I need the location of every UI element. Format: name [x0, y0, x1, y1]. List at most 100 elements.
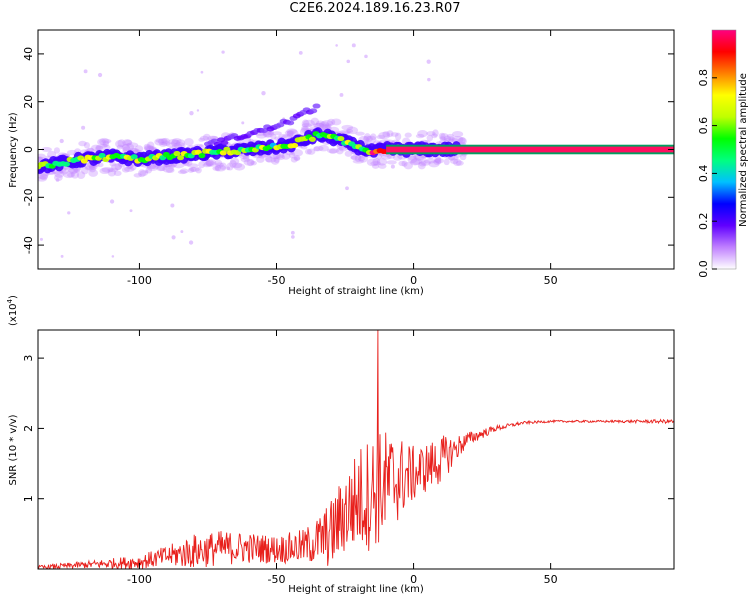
spectrogram-outlier	[364, 54, 368, 59]
spectrogram-halo	[101, 138, 112, 144]
spectrogram-halo	[78, 140, 87, 147]
spectrogram-halo	[302, 126, 310, 131]
spectrogram-halo	[134, 145, 144, 153]
spectrogram-halo	[435, 157, 442, 164]
spectrogram-x-tick-label: -100	[127, 274, 152, 287]
spectrogram-halo	[358, 155, 369, 163]
spectrogram-halo	[91, 144, 101, 152]
spectrogram-halo	[99, 143, 108, 148]
spectrogram-y-tick-label: -40	[22, 236, 35, 254]
spectrogram-halo	[386, 130, 394, 138]
spectrogram-halo	[70, 170, 80, 179]
spectrogram-halo	[394, 132, 402, 141]
spectrogram-halo	[230, 157, 240, 165]
spectrogram-halo	[327, 148, 339, 154]
spectrogram-halo	[287, 133, 294, 138]
snr-multiplier: (x104)	[6, 295, 19, 326]
spectrogram-marks	[38, 43, 674, 258]
spectrogram-halo	[147, 141, 155, 149]
chart-title: C2E6.2024.189.16.23.R07	[289, 1, 461, 16]
spectrogram-ridge-peak	[177, 155, 185, 161]
spectrogram-halo	[122, 139, 132, 146]
spectrogram-halo	[165, 167, 175, 173]
spectrogram-outlier	[59, 138, 64, 144]
spectrogram-halo	[426, 131, 436, 136]
spectrogram-halo	[121, 166, 130, 173]
spectrogram-halo	[171, 139, 181, 147]
colorbar-gradient	[711, 29, 737, 270]
spectrogram-halo	[401, 160, 408, 167]
spectrogram-halo	[424, 158, 437, 164]
spectrogram-halo	[284, 130, 295, 136]
spectrogram-halo	[301, 119, 310, 128]
snr-y-tick-label: 3	[22, 355, 35, 362]
spectrogram-halo	[159, 141, 168, 147]
spectrogram-halo	[190, 166, 197, 172]
spectrogram-outlier	[291, 235, 295, 239]
spectrogram-halo	[205, 159, 214, 167]
spectrogram-halo	[329, 148, 337, 154]
spectrogram-halo	[289, 151, 296, 159]
snr-ticks: -100 -50 0 50 1 2 3	[22, 330, 674, 586]
spectrogram-halo	[287, 129, 299, 137]
spectrogram-halo	[417, 161, 426, 170]
spectrogram-outlier	[298, 50, 303, 55]
spectrogram-halo	[286, 130, 294, 137]
spectrogram-outlier	[60, 254, 64, 258]
spectrogram-halo	[161, 137, 170, 144]
spectrogram-halo	[439, 136, 446, 141]
spectrogram-halo	[455, 160, 464, 166]
spectrogram-halo	[331, 118, 342, 126]
spectrogram-halo	[195, 167, 202, 174]
spectrogram-halo	[382, 131, 390, 138]
spectrogram-halo	[165, 142, 178, 148]
spectrogram-halo	[410, 158, 422, 165]
spectrogram-outlier	[81, 125, 86, 130]
spectrogram-saturated-band	[386, 146, 674, 153]
spectrogram-halo	[101, 167, 114, 173]
spectrogram-halo	[157, 138, 169, 146]
spectrogram-halo	[179, 168, 189, 174]
spectrogram-halo	[433, 158, 442, 166]
spectrogram-halo	[273, 156, 280, 163]
spectrogram-ridge-peak	[80, 158, 88, 164]
spectrogram-halo	[161, 141, 171, 146]
snr-panel: -100 -50 0 50 1 2 3 Height of straight line (k…	[6, 295, 675, 595]
spectrogram-halo	[366, 158, 379, 167]
spectrogram-halo	[68, 166, 78, 175]
spectrogram-halo	[86, 147, 94, 152]
spectrogram-halo	[350, 155, 358, 160]
spectrogram-halo	[341, 124, 354, 131]
spectrogram-branch-cell	[259, 128, 268, 134]
spectrogram-halo	[370, 161, 382, 166]
spectrogram-halo	[256, 155, 265, 163]
spectrogram-halo	[202, 133, 211, 141]
spectrogram-halo	[443, 135, 452, 142]
spectrogram-halo	[204, 160, 216, 166]
spectrogram-halo	[300, 145, 308, 150]
spectrogram-halo	[372, 163, 380, 169]
spectrogram-halo	[97, 138, 106, 146]
spectrogram-halo	[428, 160, 440, 168]
spectrogram-halo	[126, 142, 139, 148]
spectrogram-halo	[240, 157, 251, 163]
spectrogram-halo	[453, 158, 462, 167]
snr-x-label: Height of straight line (km)	[288, 584, 424, 595]
spectrogram-halo	[451, 136, 464, 144]
spectrogram-halo	[63, 171, 76, 179]
spectrogram-halo	[376, 158, 388, 166]
spectrogram-halo	[188, 167, 200, 172]
spectrogram-halo	[321, 120, 334, 127]
snr-frame	[37, 329, 675, 570]
spectrogram-outlier	[426, 59, 431, 64]
spectrogram-outlier	[335, 44, 338, 47]
spectrogram-halo	[443, 158, 450, 166]
spectrogram-halo	[187, 163, 199, 168]
spectrogram-ridge-peak	[291, 142, 299, 149]
colorbar-tick-label: 0.4	[697, 165, 710, 183]
colorbar-tick-label: 0.2	[697, 212, 710, 230]
spectrogram-halo	[38, 153, 46, 159]
spectrogram-outlier	[67, 211, 71, 215]
spectrogram-branch-cell	[312, 103, 321, 109]
spectrogram-halo	[76, 171, 86, 180]
